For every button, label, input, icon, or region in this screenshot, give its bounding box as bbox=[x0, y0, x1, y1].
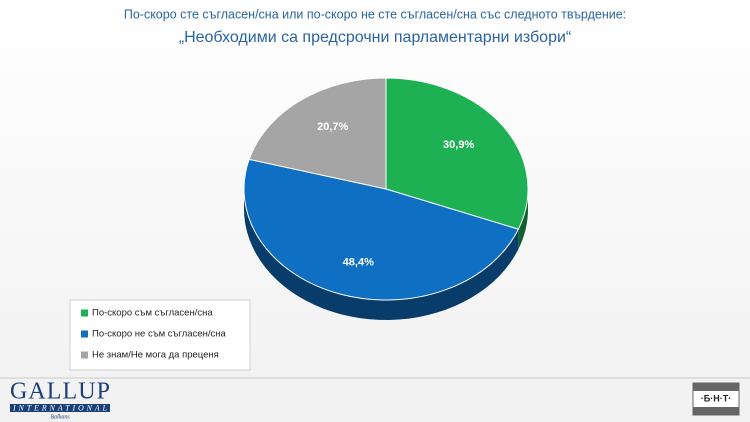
chart-title: По-скоро сте съгласен/сна или по-скоро н… bbox=[124, 7, 626, 21]
bnt-logo-top bbox=[693, 383, 739, 391]
slice bbox=[248, 77, 387, 190]
legend-label: По-скоро не съм съгласен/сна bbox=[92, 329, 226, 340]
legend: По-скоро съм съгласен/сна По-скоро не съм… bbox=[81, 308, 226, 361]
bnt-logo-text: ·Б·Н·Т· bbox=[701, 393, 731, 403]
legend-box bbox=[69, 299, 251, 371]
slice bbox=[385, 77, 529, 230]
slice bbox=[243, 158, 520, 301]
legend-swatch bbox=[81, 309, 88, 317]
legend-swatch bbox=[81, 330, 88, 338]
logo-name: GALLUP bbox=[10, 379, 110, 405]
data-label: 30,9% bbox=[443, 139, 474, 151]
logo-bar bbox=[10, 404, 110, 412]
chart-subtitle: „Необходими са предсрочни парламентарни … bbox=[179, 29, 572, 46]
data-label: 48,4% bbox=[343, 257, 374, 269]
slice-side bbox=[244, 189, 519, 320]
legend-label: Не знам/Не мога да преценя bbox=[92, 350, 219, 361]
data-label: 20,7% bbox=[317, 121, 348, 133]
bnt-logo-bottom bbox=[693, 407, 739, 415]
logo-line3: Balkans bbox=[50, 414, 70, 420]
legend-label: По-скоро съм съгласен/сна bbox=[92, 308, 213, 319]
legend-swatch bbox=[81, 351, 88, 359]
pie: 30,9% 48,4% 20,7% bbox=[243, 77, 529, 320]
logo-line2: INTERNATIONAL bbox=[12, 403, 108, 412]
